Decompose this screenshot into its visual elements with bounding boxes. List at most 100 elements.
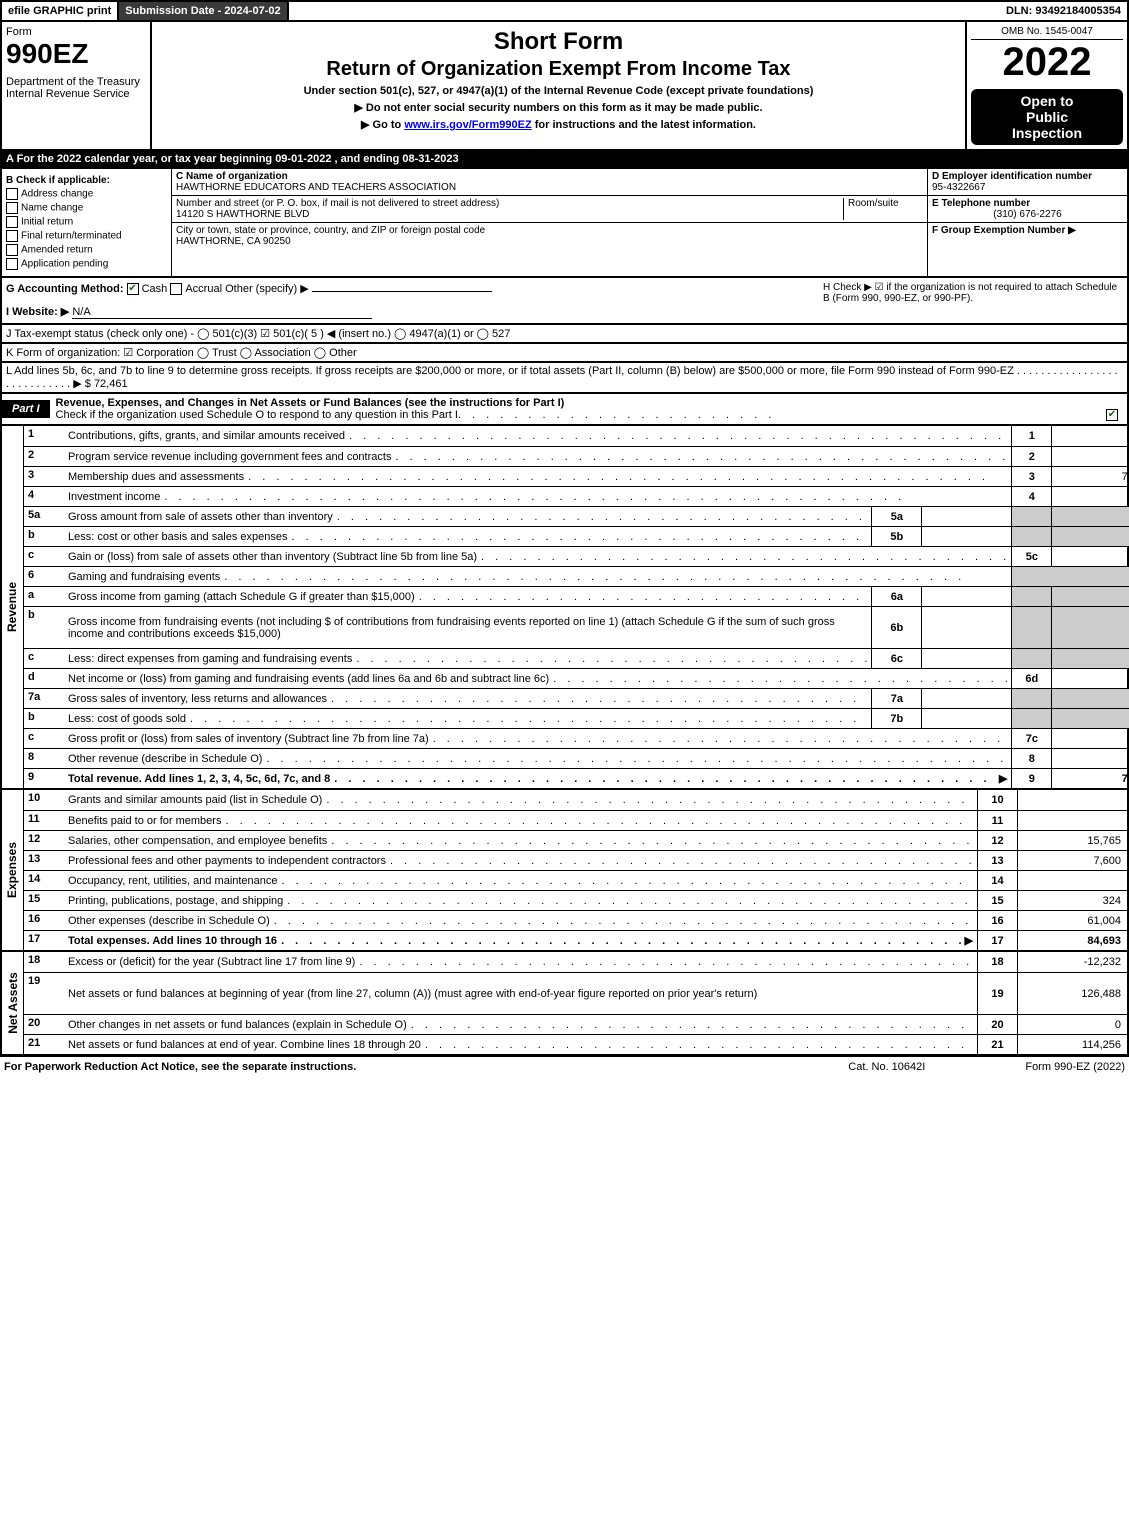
- room-lbl: Room/suite: [843, 198, 923, 220]
- column-def: D Employer identification number 95-4322…: [927, 169, 1127, 276]
- amount: -12,232: [1017, 952, 1127, 972]
- c-name-row: C Name of organization HAWTHORNE EDUCATO…: [172, 169, 927, 196]
- amt-shaded: [1051, 649, 1129, 668]
- f-row: F Group Exemption Number ▶: [928, 223, 1127, 238]
- line-desc: Membership dues and assessments. . . . .…: [64, 467, 1011, 486]
- line-num: 4: [24, 487, 64, 506]
- footer-left: For Paperwork Reduction Act Notice, see …: [4, 1061, 848, 1073]
- accrual-check[interactable]: [170, 283, 182, 295]
- line-c: cGain or (loss) from sale of assets othe…: [24, 546, 1129, 566]
- netassets-table: Net Assets 18Excess or (deficit) for the…: [0, 952, 1129, 1056]
- ein-val: 95-4322667: [932, 182, 1123, 193]
- line-desc: Other changes in net assets or fund bala…: [64, 1015, 977, 1034]
- ln-ref: 13: [977, 851, 1017, 870]
- g-line: G Accounting Method: Cash Accrual Other …: [6, 282, 823, 295]
- goto-post: for instructions and the latest informat…: [532, 119, 756, 131]
- amount: 324: [1017, 891, 1127, 910]
- website-val: N/A: [72, 306, 372, 319]
- line-desc: Grants and similar amounts paid (list in…: [64, 790, 977, 810]
- city-lbl: City or town, state or province, country…: [176, 225, 923, 236]
- ln-ref: 21: [977, 1035, 1017, 1054]
- line-desc: Other expenses (describe in Schedule O).…: [64, 911, 977, 930]
- line-desc: Program service revenue including govern…: [64, 447, 1011, 466]
- line-num: 1: [24, 426, 64, 446]
- c-city-row: City or town, state or province, country…: [172, 223, 927, 249]
- line-b: bLess: cost or other basis and sales exp…: [24, 526, 1129, 546]
- amt-shaded: [1051, 709, 1129, 728]
- b-title: B Check if applicable:: [6, 175, 167, 186]
- line-desc: Total revenue. Add lines 1, 2, 3, 4, 5c,…: [64, 769, 1011, 788]
- b-item-0[interactable]: Address change: [6, 188, 167, 200]
- open-3: Inspection: [975, 125, 1119, 141]
- header-left: Form 990EZ Department of the Treasury In…: [2, 22, 152, 149]
- l-line: L Add lines 5b, 6c, and 7b to line 9 to …: [0, 363, 1129, 394]
- line-desc: Contributions, gifts, grants, and simila…: [64, 426, 1011, 446]
- line-7a: 7aGross sales of inventory, less returns…: [24, 688, 1129, 708]
- ln-ref: 5c: [1011, 547, 1051, 566]
- line-5a: 5aGross amount from sale of assets other…: [24, 506, 1129, 526]
- line-c: cLess: direct expenses from gaming and f…: [24, 648, 1129, 668]
- line-desc: Benefits paid to or for members. . . . .…: [64, 811, 977, 830]
- goto-pre: ▶ Go to: [361, 119, 404, 131]
- ln-ref-shaded: [1011, 649, 1051, 668]
- org-name: HAWTHORNE EDUCATORS AND TEACHERS ASSOCIA…: [176, 182, 923, 193]
- sub-val: [921, 649, 1011, 668]
- efile-print-button[interactable]: efile GRAPHIC print: [2, 2, 119, 20]
- amount: [1051, 749, 1129, 768]
- line-num: 10: [24, 790, 64, 810]
- b-item-2[interactable]: Initial return: [6, 216, 167, 228]
- header-right: OMB No. 1545-0047 2022 Open to Public In…: [967, 22, 1127, 149]
- line-desc: Less: cost of goods sold. . . . . . . . …: [64, 709, 871, 728]
- column-c: C Name of organization HAWTHORNE EDUCATO…: [172, 169, 927, 276]
- form-word: Form: [6, 26, 146, 38]
- g-lbl: G Accounting Method:: [6, 283, 124, 295]
- d-lbl: D Employer identification number: [932, 171, 1123, 182]
- note-goto: ▶ Go to www.irs.gov/Form990EZ for instru…: [160, 118, 957, 131]
- section-a: A For the 2022 calendar year, or tax yea…: [0, 151, 1129, 169]
- b-item-1[interactable]: Name change: [6, 202, 167, 214]
- ln-ref: 1: [1011, 426, 1051, 446]
- line-d: dNet income or (loss) from gaming and fu…: [24, 668, 1129, 688]
- line-num: 5a: [24, 507, 64, 526]
- line-2: 2Program service revenue including gover…: [24, 446, 1129, 466]
- open-2: Public: [975, 109, 1119, 125]
- line-num: c: [24, 547, 64, 566]
- line-num: 14: [24, 871, 64, 890]
- b-lbl-4: Amended return: [21, 245, 93, 256]
- irs-link[interactable]: www.irs.gov/Form990EZ: [404, 119, 531, 131]
- street-val: 14120 S HAWTHORNE BLVD: [176, 209, 843, 220]
- b-item-5[interactable]: Application pending: [6, 258, 167, 270]
- amount: 15,765: [1017, 831, 1127, 850]
- line-desc: Excess or (deficit) for the year (Subtra…: [64, 952, 977, 972]
- part1-title-text: Revenue, Expenses, and Changes in Net As…: [56, 397, 1121, 409]
- line-num: 19: [24, 973, 64, 1014]
- sub-ref: 7b: [871, 709, 921, 728]
- line-num: d: [24, 669, 64, 688]
- b-lbl-5: Application pending: [21, 259, 108, 270]
- netassets-side-label: Net Assets: [2, 952, 24, 1054]
- part-1-title: Revenue, Expenses, and Changes in Net As…: [50, 394, 1127, 424]
- main-title: Return of Organization Exempt From Incom…: [160, 58, 957, 81]
- ln-ref: 10: [977, 790, 1017, 810]
- ln-ref: 9: [1011, 769, 1051, 788]
- line-num: 12: [24, 831, 64, 850]
- ln-ref: 6d: [1011, 669, 1051, 688]
- amount: [1051, 547, 1129, 566]
- amount: [1017, 811, 1127, 830]
- line-num: 20: [24, 1015, 64, 1034]
- open-to-public: Open to Public Inspection: [971, 89, 1123, 145]
- b-item-4[interactable]: Amended return: [6, 244, 167, 256]
- sub-ref: 7a: [871, 689, 921, 708]
- sub-val: [921, 587, 1011, 606]
- part1-checkbox[interactable]: [1106, 409, 1118, 421]
- b-item-3[interactable]: Final return/terminated: [6, 230, 167, 242]
- sub-val: [921, 607, 1011, 648]
- ln-ref: 18: [977, 952, 1017, 972]
- ln-ref: 14: [977, 871, 1017, 890]
- cash-check[interactable]: [127, 283, 139, 295]
- column-b: B Check if applicable: Address change Na…: [2, 169, 172, 276]
- line-16: 16Other expenses (describe in Schedule O…: [24, 910, 1127, 930]
- amt-shaded: [1051, 507, 1129, 526]
- header-center: Short Form Return of Organization Exempt…: [152, 22, 967, 149]
- line-num: 2: [24, 447, 64, 466]
